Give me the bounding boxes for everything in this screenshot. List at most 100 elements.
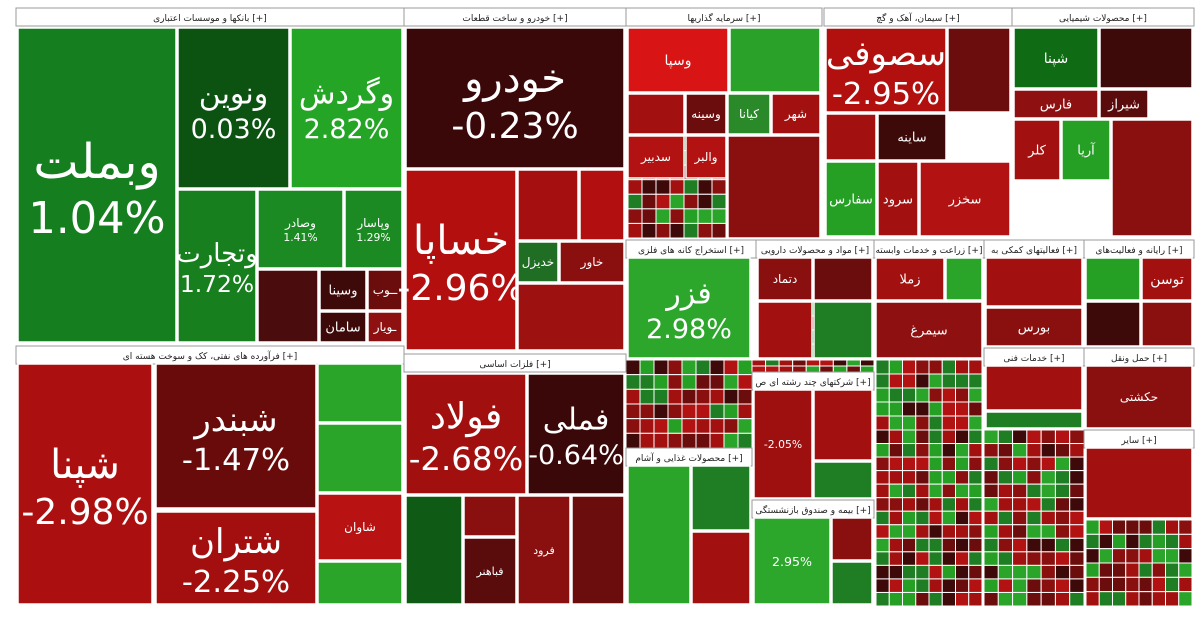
stock-tile[interactable]: وسینا (319, 269, 367, 311)
mosaic-cell[interactable] (888, 537, 903, 553)
mosaic-cell[interactable] (955, 564, 970, 580)
mosaic-cell[interactable] (1085, 576, 1100, 593)
mosaic-cell[interactable] (1125, 548, 1140, 564)
tile-rect[interactable] (17, 27, 177, 343)
tile-rect[interactable] (257, 189, 344, 269)
mosaic-cell[interactable] (902, 359, 917, 375)
stock-tile[interactable] (1085, 257, 1141, 301)
mosaic-cell[interactable] (902, 483, 917, 499)
mosaic-cell[interactable] (968, 470, 983, 485)
mosaic-cell[interactable] (875, 470, 890, 485)
mosaic-cell[interactable] (915, 483, 930, 499)
mosaic-cell[interactable] (888, 387, 903, 403)
mosaic-cell[interactable] (1069, 564, 1085, 580)
stock-tile[interactable]: آریا (1061, 119, 1111, 181)
stock-tile[interactable] (825, 113, 877, 161)
mosaic-cell[interactable] (955, 591, 970, 607)
mosaic-cell[interactable] (1138, 562, 1153, 578)
mosaic-cell[interactable] (968, 429, 983, 445)
mosaic-cell[interactable] (681, 374, 697, 390)
mosaic-cell[interactable] (997, 578, 1014, 593)
mosaic-cell[interactable] (1085, 562, 1100, 578)
mosaic-cell[interactable] (655, 208, 671, 224)
mosaic-cell[interactable] (1069, 483, 1085, 499)
mosaic-cell[interactable] (983, 551, 999, 566)
mosaic-cell[interactable] (928, 591, 943, 607)
mosaic-cell[interactable] (875, 429, 890, 445)
mosaic-cell[interactable] (639, 359, 655, 376)
mosaic-cell[interactable] (875, 387, 890, 403)
mosaic-cell[interactable] (915, 456, 930, 472)
mosaic-cell[interactable] (968, 591, 983, 607)
stock-tile[interactable] (317, 423, 403, 493)
mosaic-cell[interactable] (928, 497, 943, 512)
mosaic-cell[interactable] (968, 537, 983, 553)
mosaic-cell[interactable] (1012, 443, 1028, 458)
mosaic-cell[interactable] (723, 359, 739, 376)
mosaic-cell[interactable] (1054, 578, 1071, 593)
mosaic-cell[interactable] (1085, 591, 1100, 607)
mosaic-cell[interactable] (1069, 470, 1085, 485)
stock-tile[interactable]: توسن (1141, 257, 1193, 301)
mosaic-cell[interactable] (667, 359, 683, 376)
mosaic-cell[interactable] (997, 564, 1014, 580)
stock-tile[interactable] (813, 301, 873, 359)
mosaic-cell[interactable] (1165, 576, 1180, 593)
tile-rect[interactable] (685, 135, 727, 179)
mosaic-cell[interactable] (695, 359, 711, 376)
mosaic-cell[interactable] (941, 537, 956, 553)
mosaic-cell[interactable] (667, 403, 683, 420)
mosaic-cell[interactable] (1012, 524, 1028, 539)
stock-tile[interactable]: سدبیر (627, 135, 685, 179)
mosaic-cell[interactable] (902, 443, 917, 458)
mosaic-cell[interactable] (968, 524, 983, 539)
mosaic-cell[interactable] (983, 443, 999, 458)
stock-tile[interactable] (813, 389, 873, 461)
mosaic-cell[interactable] (902, 387, 917, 403)
mosaic-cell[interactable] (846, 365, 861, 373)
stock-tile[interactable] (1141, 301, 1193, 347)
mosaic-cell[interactable] (968, 415, 983, 431)
mosaic-cell[interactable] (723, 403, 739, 420)
mosaic-cell[interactable] (751, 365, 767, 373)
mosaic-cell[interactable] (941, 564, 956, 580)
mosaic-cell[interactable] (888, 415, 903, 431)
mosaic-cell[interactable] (955, 497, 970, 512)
mosaic-cell[interactable] (1165, 519, 1180, 535)
sector-header[interactable] (625, 7, 823, 27)
mosaic-cell[interactable] (915, 564, 930, 580)
mosaic-cell[interactable] (1026, 578, 1042, 593)
tile-rect[interactable] (1099, 89, 1149, 119)
stock-tile[interactable]: خودرو-0.23% (405, 27, 625, 169)
mosaic-cell[interactable] (1112, 548, 1127, 564)
mosaic-cell[interactable] (805, 359, 821, 367)
tile-rect[interactable] (1013, 89, 1099, 119)
tile-rect[interactable] (831, 561, 873, 605)
mosaic-cell[interactable] (1040, 564, 1056, 580)
mosaic-cell[interactable] (1112, 533, 1127, 550)
mosaic-cell[interactable] (639, 374, 655, 390)
mosaic-cell[interactable] (1069, 456, 1085, 472)
mosaic-cell[interactable] (997, 524, 1014, 539)
mosaic-cell[interactable] (888, 578, 903, 593)
mosaic-cell[interactable] (1054, 443, 1071, 458)
mosaic-cell[interactable] (778, 359, 794, 367)
mosaic-cell[interactable] (1125, 562, 1140, 578)
stock-tile[interactable] (571, 495, 625, 605)
mosaic-cell[interactable] (1040, 537, 1056, 553)
stock-tile[interactable] (947, 27, 1011, 113)
mosaic-cell[interactable] (1085, 519, 1100, 535)
mosaic-cell[interactable] (1054, 483, 1071, 499)
mosaic-cell[interactable] (915, 443, 930, 458)
mosaic-cell[interactable] (1151, 562, 1166, 578)
mosaic-cell[interactable] (941, 510, 956, 526)
mosaic-cell[interactable] (968, 456, 983, 472)
mosaic-cell[interactable] (1040, 578, 1056, 593)
mosaic-cell[interactable] (1178, 519, 1193, 535)
mosaic-cell[interactable] (1125, 519, 1140, 535)
mosaic-cell[interactable] (723, 418, 739, 434)
mosaic-cell[interactable] (697, 222, 713, 239)
mosaic-cell[interactable] (875, 456, 890, 472)
mosaic-cell[interactable] (955, 578, 970, 593)
